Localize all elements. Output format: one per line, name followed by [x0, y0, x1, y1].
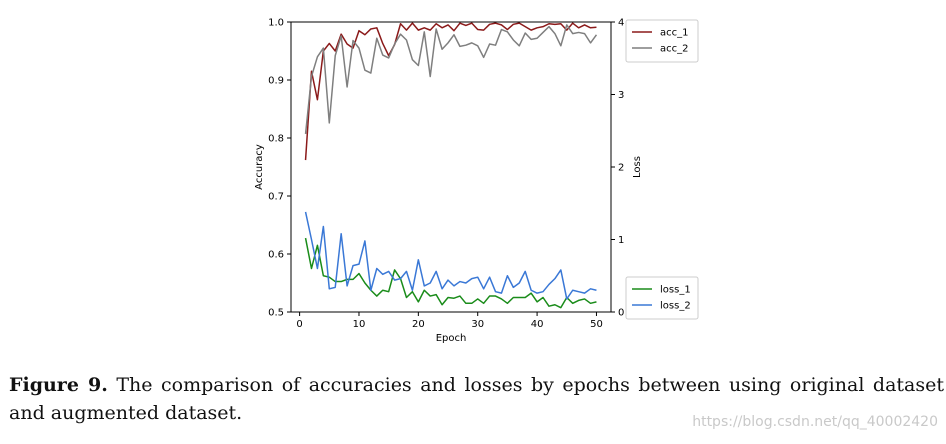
y-left-axis-label: Accuracy	[254, 144, 265, 190]
y-right-tick-label: 3	[618, 90, 624, 101]
y-left-tick-label: 0.5	[268, 308, 284, 319]
y-right-axis-label: Loss	[632, 156, 643, 178]
legend-label-loss_2: loss_2	[660, 301, 691, 312]
legend-label-loss_1: loss_1	[660, 285, 691, 296]
x-axis-label: Epoch	[436, 333, 467, 344]
series-line-loss_1	[304, 237, 597, 309]
y-left-tick-label: 0.8	[268, 134, 284, 145]
y-left-tick-label: 0.9	[268, 76, 284, 87]
x-tick-label: 10	[353, 319, 366, 330]
series-line-loss_2	[304, 211, 597, 300]
figure-caption: Figure 9. The comparison of accuracies a…	[9, 371, 944, 427]
x-tick-label: 30	[471, 319, 484, 330]
x-tick-label: 50	[590, 319, 603, 330]
legend-box-upper-right	[625, 19, 699, 63]
x-tick-label: 0	[296, 319, 302, 330]
y-right-tick-label: 2	[618, 163, 624, 174]
series-line-acc_2	[304, 24, 598, 135]
x-tick-label: 40	[531, 319, 544, 330]
x-tick-label: 20	[412, 319, 425, 330]
y-left-tick-label: 0.7	[268, 192, 284, 203]
y-right-tick-label: 1	[618, 235, 624, 246]
y-left-tick-label: 1.0	[268, 18, 284, 29]
y-right-tick-label: 4	[618, 18, 624, 29]
watermark-text: https://blog.csdn.net/qq_40002420	[692, 414, 938, 430]
legend-label-acc_1: acc_1	[660, 28, 689, 39]
legend-box-lower-right	[625, 276, 699, 320]
figure-caption-text: The comparison of accuracies and losses …	[9, 374, 945, 424]
plot-frame	[290, 21, 612, 313]
chart-figure: 0 10 20 30 40 50 0.5 0.6 0.7 0.8 0.9 1.0 0 1 2 3 4 Epoch A…	[254, 18, 699, 344]
series-line-acc_1	[304, 22, 597, 161]
figure-caption-label: Figure 9.	[9, 374, 108, 396]
y-right-tick-label: 0	[618, 308, 624, 319]
y-left-tick-label: 0.6	[268, 250, 284, 261]
accuracy-loss-chart: 0 10 20 30 40 50 0.5 0.6 0.7 0.8 0.9 1.0 0 1 2 3 4 Epoch A…	[254, 18, 699, 344]
legend-label-acc_2: acc_2	[660, 44, 689, 55]
